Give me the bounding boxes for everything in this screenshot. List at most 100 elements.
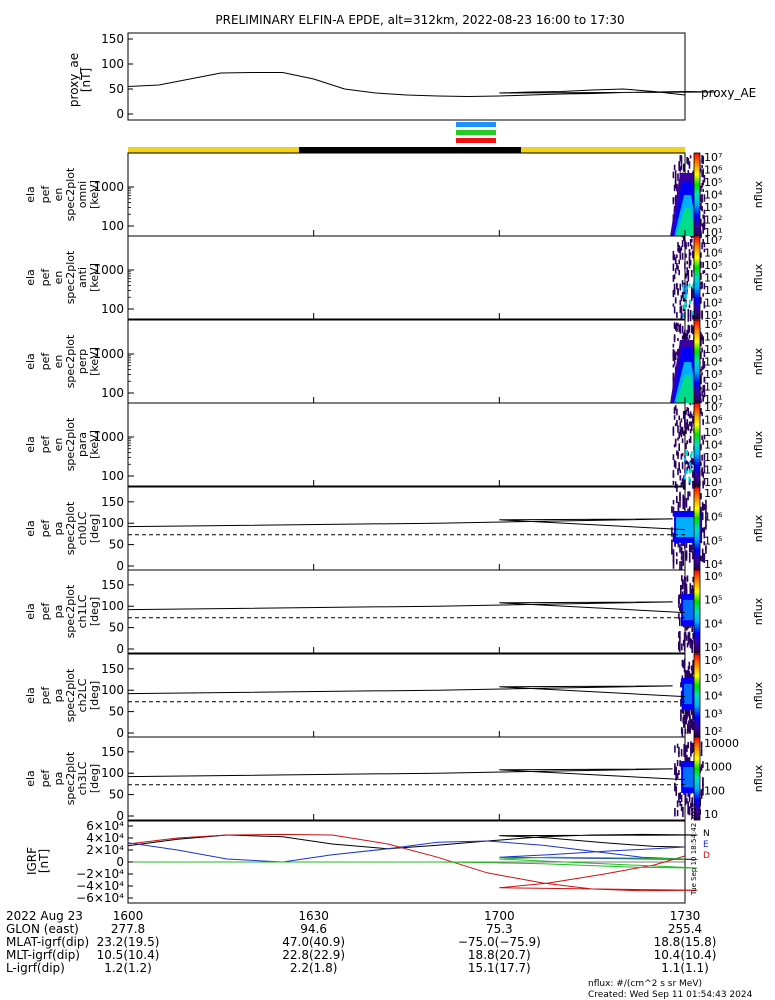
footer-value: 18.8(15.8) (654, 935, 717, 949)
spec-speckle (677, 323, 679, 327)
footer-value: 94.6 (300, 922, 327, 936)
spec-speckle (702, 385, 704, 391)
pa-speckle (688, 661, 691, 670)
spec-cbar-tick-label: 10⁴ (704, 356, 723, 369)
spec-speckle (682, 430, 685, 436)
spec-speckle (676, 263, 678, 270)
spec-speckle (703, 361, 706, 369)
pa-ytick-label: 50 (109, 538, 124, 552)
spec-speckle (702, 226, 704, 234)
spec-cbar-tick-label: 10⁷ (704, 401, 722, 414)
pa-speckle (671, 539, 673, 546)
spec-speckle (676, 351, 678, 355)
footer-value: 1.2(1.2) (104, 961, 152, 975)
spec-speckle (678, 415, 680, 421)
pa-speckle (679, 760, 681, 766)
pa-speckle (691, 623, 693, 633)
spec-speckle (673, 287, 676, 295)
footer-value: 1700 (484, 909, 515, 923)
pa-ylabel-line: spec2plot (64, 751, 77, 805)
igrf-ytick-label: −6×10⁴ (76, 891, 124, 905)
spec-speckle (700, 218, 702, 226)
spec-speckle (703, 391, 706, 396)
spec-ylabel-line: en (52, 355, 65, 369)
pa-ylabel-line: pef (39, 769, 52, 788)
spec-speckle (703, 215, 706, 223)
spec-speckle (700, 408, 702, 414)
pa-speckle (684, 576, 687, 582)
spec-speckle (674, 299, 677, 304)
pa-colorbar (693, 486, 701, 571)
spec-speckle (703, 434, 706, 440)
pa-speckle (682, 660, 684, 669)
spec-speckle (691, 465, 693, 469)
spec-speckle (692, 286, 694, 294)
pa-ylabel-line: ela (24, 520, 37, 537)
pa-speckle (677, 501, 680, 512)
pa-speckle (680, 804, 683, 812)
pa-speckle (683, 715, 685, 725)
spec-speckle (682, 411, 685, 415)
footer-value: 75.3 (486, 922, 513, 936)
spec-speckle (692, 293, 694, 299)
igrf-yunit: [nT] (37, 849, 51, 873)
units-note: nflux: #/(cm^2 s sr MeV) (588, 979, 702, 989)
spec-burst-core (676, 375, 697, 403)
spec-speckle (679, 475, 682, 481)
spec-speckle (688, 334, 691, 339)
spec-speckle (672, 349, 675, 357)
pa-ytick-label: 50 (109, 705, 124, 719)
ae-ytick-label: 100 (101, 57, 124, 71)
pa-speckle (676, 743, 679, 749)
spec-speckle (686, 419, 688, 427)
spec-speckle (703, 378, 706, 383)
spec-speckle (691, 413, 693, 418)
spec-speckle (700, 297, 702, 304)
spec-speckle (673, 254, 676, 261)
spec-speckle (700, 195, 702, 202)
pa-speckle (686, 575, 689, 582)
day-segment-left (128, 147, 299, 153)
sci-zone-bar-blue (456, 122, 496, 127)
pa-speckle (683, 658, 686, 668)
spec-speckle (677, 437, 679, 441)
spec-speckle (701, 470, 703, 476)
pa-speckle (675, 766, 677, 772)
spec-ylabel-line: en (52, 438, 65, 452)
spec-speckle (687, 329, 690, 334)
spec-speckle (685, 422, 687, 426)
spec-speckle (700, 386, 702, 391)
spec-speckle (681, 325, 684, 334)
pa-speckle (688, 757, 691, 765)
pa-speckle (685, 539, 688, 548)
spec-cbar-tick-label: 10² (704, 214, 722, 227)
spec-speckle (672, 372, 675, 380)
pa-ylabel-line: pa (52, 522, 65, 536)
spec-speckle (685, 244, 687, 250)
pa-ytick-label: 150 (101, 495, 124, 509)
pa-speckle (674, 767, 676, 776)
pa-speckle (692, 711, 694, 718)
pa-ytick-label: 150 (101, 745, 124, 759)
spec-speckle (679, 166, 682, 172)
spec-speckle (689, 239, 692, 247)
pa-speckle (703, 541, 706, 546)
pa-speckle (680, 546, 683, 556)
pa-speckle (687, 508, 689, 513)
pa-cbar-label: nflux (752, 597, 765, 625)
pa-speckle (681, 643, 683, 651)
spec-frame (127, 319, 686, 404)
spec-speckle (701, 390, 703, 397)
spec-ylabel-line: perp (76, 349, 89, 374)
pa-speckle (690, 639, 693, 649)
spec-speckle (684, 414, 686, 422)
pa-speckle (705, 545, 707, 554)
spec-speckle (686, 407, 688, 412)
pa-speckle (705, 499, 707, 510)
spec-burst-core (676, 208, 697, 236)
pa-speckle (672, 560, 675, 569)
pa-speckle (686, 798, 688, 804)
footer-row-label: GLON (east) (6, 922, 79, 936)
spec-ytick-label: 100 (101, 469, 124, 483)
spec-speckle (673, 353, 676, 361)
